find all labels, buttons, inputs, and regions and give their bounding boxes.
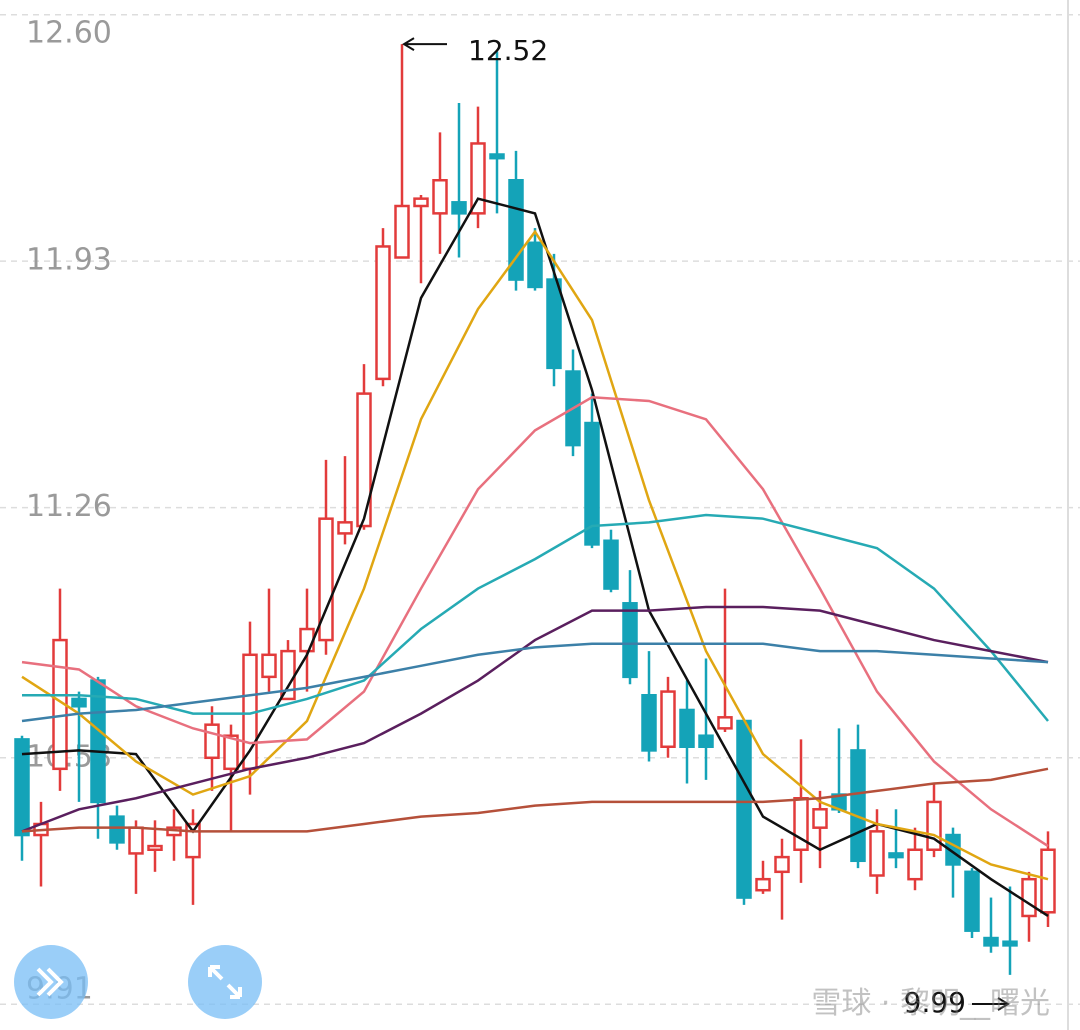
candle-body: [261, 653, 277, 679]
candle-body: [584, 421, 600, 546]
candle-body: [850, 749, 866, 863]
candle-body: [375, 245, 391, 381]
candle-body: [223, 734, 239, 771]
candle-body: [1040, 848, 1056, 914]
collapse-button[interactable]: [14, 945, 88, 1019]
expand-icon: [208, 965, 242, 999]
candle-body: [755, 877, 771, 892]
moving-average-line: [21, 605, 1049, 833]
candle-body: [451, 201, 467, 215]
y-tick-label: 11.26: [26, 489, 112, 524]
candle-body: [71, 697, 87, 708]
candle-body: [489, 153, 505, 160]
moving-average-line: [21, 396, 1049, 848]
candle-body: [147, 844, 163, 851]
candle-body: [964, 870, 980, 932]
candle-body: [717, 716, 733, 730]
candle-body: [660, 690, 676, 748]
candle-body: [318, 517, 334, 642]
candle-body: [527, 241, 543, 289]
candle-body: [185, 822, 201, 859]
moving-average-line: [21, 197, 1049, 918]
candle-body: [546, 278, 562, 370]
candle-body: [983, 936, 999, 947]
candle-body: [1021, 877, 1037, 918]
candle-body: [128, 826, 144, 855]
annotation-arrow: [402, 37, 447, 52]
candle-body: [907, 848, 923, 881]
candle-body: [413, 197, 429, 208]
candle-body: [394, 204, 410, 259]
candle-body: [888, 852, 904, 859]
collapse-icon: [36, 967, 64, 997]
moving-average-line: [21, 229, 1049, 881]
candle-body: [641, 694, 657, 752]
watermark: 雪球 · 黎明__曙光: [811, 986, 1050, 1021]
candle-body: [356, 392, 372, 528]
candle-body: [109, 815, 125, 844]
expand-button[interactable]: [188, 945, 262, 1019]
annotation-arrow: [972, 997, 1010, 1011]
candle-body: [299, 627, 315, 653]
candle-body: [869, 830, 885, 877]
y-tick-label: 12.60: [26, 16, 112, 51]
candle-body: [1002, 940, 1018, 947]
annotation-label: 12.52: [468, 34, 548, 67]
candle-body: [774, 855, 790, 874]
candle-body: [14, 738, 30, 837]
candle-body: [204, 723, 220, 760]
moving-average-line: [21, 767, 1049, 833]
annotation-label: 9.99: [904, 986, 966, 1019]
candle-body: [622, 602, 638, 679]
candle-body: [736, 719, 752, 899]
y-tick-label: 11.93: [26, 243, 112, 278]
candle-body: [603, 539, 619, 590]
moving-average-line: [21, 642, 1049, 723]
candle-body: [470, 142, 486, 215]
candle-body: [698, 734, 714, 749]
candle-body: [337, 521, 353, 535]
candle-body: [90, 679, 106, 804]
candle-body: [679, 708, 695, 749]
moving-average-line: [22, 513, 1049, 722]
candle-body: [432, 179, 448, 215]
candle-body: [812, 808, 828, 829]
